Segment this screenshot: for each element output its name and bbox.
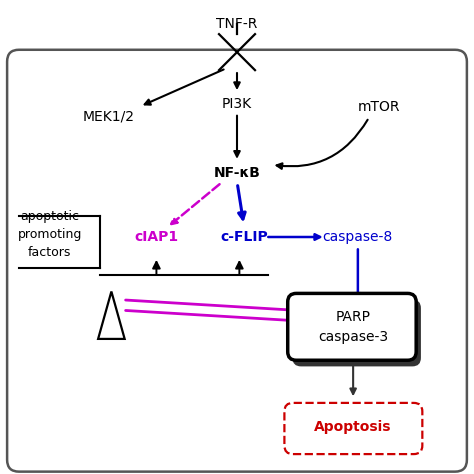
FancyBboxPatch shape — [284, 403, 422, 454]
Text: apoptotic
promoting
factors: apoptotic promoting factors — [18, 210, 82, 259]
FancyBboxPatch shape — [7, 50, 467, 472]
Text: PARP
caspase-3: PARP caspase-3 — [318, 310, 388, 344]
Text: Apoptosis: Apoptosis — [314, 419, 392, 434]
Text: mTOR: mTOR — [358, 100, 401, 114]
Text: PI3K: PI3K — [222, 97, 252, 111]
Text: TNF-R: TNF-R — [216, 17, 258, 31]
Text: NF-κB: NF-κB — [214, 166, 260, 180]
FancyBboxPatch shape — [292, 300, 421, 366]
Text: MEK1/2: MEK1/2 — [83, 109, 135, 123]
Polygon shape — [98, 292, 125, 339]
Text: caspase-8: caspase-8 — [323, 230, 393, 244]
Text: c-FLIP: c-FLIP — [220, 230, 268, 244]
FancyBboxPatch shape — [288, 293, 416, 360]
Text: cIAP1: cIAP1 — [134, 230, 179, 244]
